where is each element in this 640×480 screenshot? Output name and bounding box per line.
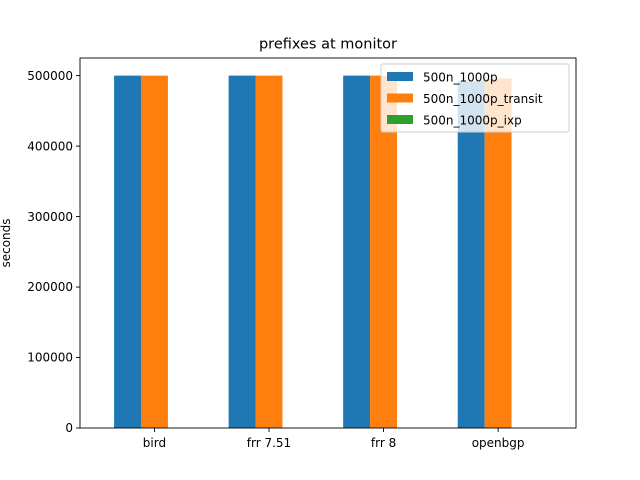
bar-1-1	[255, 75, 283, 429]
bar-0-2	[343, 75, 371, 429]
bar-0-0	[114, 75, 141, 429]
bar-1-3	[484, 78, 512, 428]
chart-title: prefixes at monitor	[259, 37, 397, 53]
legend-swatch-2	[387, 115, 413, 124]
x-tick-label: frr 7.51	[247, 436, 291, 450]
x-tick-label: bird	[143, 436, 166, 450]
bar-1-2	[370, 75, 398, 429]
legend: 500n_1000p 500n_1000p_transit 500n_1000p_i…	[380, 63, 570, 133]
y-tick-label: 500000	[27, 69, 73, 83]
legend-label-0: 500n_1000p	[423, 71, 498, 85]
legend-box	[380, 63, 570, 133]
legend-label-1: 500n_1000p_transit	[423, 92, 543, 106]
axes-layer: 0 100000 200000 300000 400000 500000 bird frr 7…	[27, 57, 577, 450]
legend-swatch-0	[387, 72, 413, 81]
plot-frame	[79, 57, 577, 429]
y-tick-label: 200000	[27, 280, 73, 294]
y-tick-label: 300000	[27, 210, 73, 224]
bar-0-1	[228, 75, 256, 429]
x-tick-label: openbgp	[472, 436, 525, 450]
bars-layer	[114, 75, 512, 429]
bar-1-0	[141, 75, 168, 429]
x-tick-label: frr 8	[371, 436, 396, 450]
y-tick-label: 100000	[27, 351, 73, 365]
y-tick-label: 400000	[27, 139, 73, 153]
legend-label-2: 500n_1000p_ixp	[423, 114, 522, 128]
y-tick-label: 0	[65, 421, 73, 435]
bar-0-3	[457, 81, 485, 428]
y-axis-label: seconds	[0, 218, 13, 267]
legend-swatch-1	[387, 93, 413, 103]
